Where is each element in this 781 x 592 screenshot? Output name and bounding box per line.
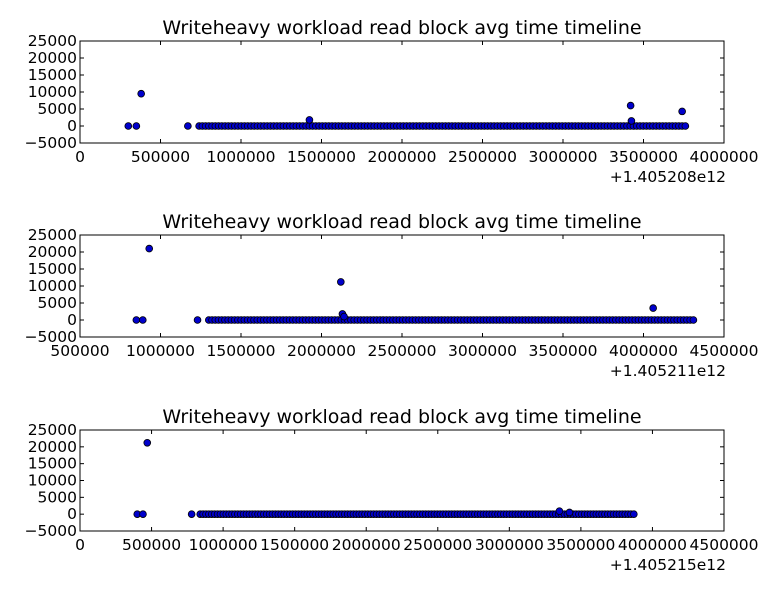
data-point bbox=[138, 316, 147, 324]
x-tick-label: 4500000 bbox=[689, 536, 758, 554]
x-tick-label: 500000 bbox=[131, 148, 190, 166]
x-tick-label: 1000000 bbox=[189, 536, 258, 554]
x-tick-label: 4000000 bbox=[609, 342, 678, 360]
y-tick-label: 0 bbox=[67, 311, 77, 329]
chart-title: Writeheavy workload read block avg time … bbox=[162, 17, 641, 39]
data-point bbox=[626, 101, 635, 110]
x-offset-label: +1.405215e12 bbox=[610, 556, 726, 574]
data-point bbox=[649, 304, 657, 312]
data-point bbox=[627, 117, 636, 125]
data-point bbox=[340, 312, 348, 321]
x-offset-label: +1.405208e12 bbox=[610, 168, 726, 186]
y-tick-label: −5000 bbox=[25, 328, 77, 346]
x-tick-label: 1500000 bbox=[287, 148, 356, 166]
x-tick-label: 2000000 bbox=[287, 342, 356, 360]
data-point bbox=[305, 116, 314, 124]
y-tick-label: 25000 bbox=[28, 32, 77, 50]
y-tick-label: 0 bbox=[67, 117, 77, 135]
y-tick-label: −5000 bbox=[25, 134, 77, 152]
chart-panel-3: Writeheavy workload read block avg time … bbox=[25, 406, 759, 574]
data-point bbox=[137, 89, 145, 98]
data-point bbox=[124, 122, 133, 130]
y-tick-label: 25000 bbox=[28, 226, 77, 244]
x-tick-label: 3000000 bbox=[475, 536, 544, 554]
x-tick-label: 2500000 bbox=[403, 536, 472, 554]
chart-title: Writeheavy workload read block avg time … bbox=[162, 211, 641, 233]
data-point bbox=[145, 244, 154, 253]
x-tick-label: 3000000 bbox=[448, 342, 517, 360]
x-tick-label: 2000000 bbox=[367, 148, 436, 166]
x-tick-label: 500000 bbox=[122, 536, 181, 554]
x-tick-label: 1500000 bbox=[206, 342, 275, 360]
y-tick-label: 0 bbox=[67, 505, 77, 523]
y-tick-label: 5000 bbox=[38, 294, 77, 312]
chart-title: Writeheavy workload read block avg time … bbox=[162, 406, 641, 428]
x-tick-label: 1000000 bbox=[126, 342, 195, 360]
x-tick-label: 1000000 bbox=[206, 148, 275, 166]
chart-panel-2: Writeheavy workload read block avg time … bbox=[25, 211, 759, 380]
x-tick-label: 4500000 bbox=[689, 342, 758, 360]
x-tick-label: 2500000 bbox=[367, 342, 436, 360]
x-tick-label: 4000000 bbox=[689, 148, 758, 166]
y-tick-label: 20000 bbox=[28, 49, 77, 67]
x-tick-label: 2500000 bbox=[448, 148, 517, 166]
y-tick-label: 5000 bbox=[38, 100, 77, 118]
y-tick-label: −5000 bbox=[25, 522, 77, 540]
x-tick-label: 0 bbox=[75, 536, 85, 554]
data-point bbox=[565, 508, 574, 517]
data-point bbox=[184, 122, 192, 130]
x-offset-label: +1.405211e12 bbox=[610, 362, 726, 380]
y-tick-label: 25000 bbox=[28, 421, 77, 439]
x-tick-label: 0 bbox=[75, 148, 85, 166]
data-point bbox=[193, 316, 202, 324]
y-tick-label: 10000 bbox=[28, 83, 77, 101]
y-tick-label: 20000 bbox=[28, 438, 77, 456]
data-point bbox=[681, 122, 690, 130]
data-point bbox=[143, 438, 152, 447]
x-tick-label: 3000000 bbox=[528, 148, 597, 166]
x-tick-label: 2000000 bbox=[332, 536, 401, 554]
data-point bbox=[132, 316, 141, 324]
y-tick-label: 15000 bbox=[28, 455, 77, 473]
data-point bbox=[555, 507, 564, 515]
y-tick-label: 15000 bbox=[28, 66, 77, 84]
x-tick-label: 3500000 bbox=[546, 536, 615, 554]
data-point bbox=[337, 278, 345, 286]
y-tick-label: 10000 bbox=[28, 472, 77, 490]
data-point bbox=[630, 510, 638, 518]
data-point bbox=[132, 122, 141, 130]
x-tick-label: 4000000 bbox=[618, 536, 687, 554]
data-point bbox=[187, 510, 196, 518]
chart-panel-1: Writeheavy workload read block avg time … bbox=[25, 17, 759, 186]
data-point bbox=[678, 107, 686, 116]
y-tick-label: 20000 bbox=[28, 243, 77, 261]
data-point bbox=[689, 316, 698, 324]
x-tick-label: 3500000 bbox=[609, 148, 678, 166]
x-tick-label: 500000 bbox=[50, 342, 109, 360]
y-tick-label: 5000 bbox=[38, 488, 77, 506]
x-tick-label: 1500000 bbox=[260, 536, 329, 554]
y-tick-label: 15000 bbox=[28, 260, 77, 278]
x-tick-label: 3500000 bbox=[528, 342, 597, 360]
data-point bbox=[139, 510, 147, 518]
y-tick-label: 10000 bbox=[28, 277, 77, 295]
